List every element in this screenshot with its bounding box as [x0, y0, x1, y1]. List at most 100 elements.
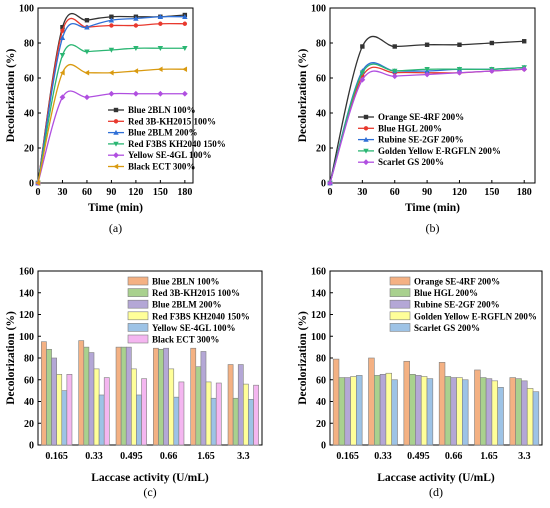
legend-marker: [363, 159, 369, 166]
y-tick-label: 40: [24, 397, 34, 408]
bar: [163, 347, 169, 446]
bar: [210, 397, 217, 446]
legend-swatch: [127, 334, 149, 344]
bar: [332, 358, 340, 446]
series-yellow-se-4gl-100-: [35, 90, 188, 186]
data-point: [158, 21, 163, 26]
data-point: [424, 67, 430, 72]
y-tick-label: 20: [316, 144, 326, 155]
bar: [338, 377, 346, 446]
x-tick-label: 3.3: [518, 451, 531, 462]
panel-label: (d): [429, 485, 443, 499]
bar: [474, 369, 481, 446]
bar: [93, 368, 100, 446]
data-point: [133, 68, 139, 74]
legend-marker: [363, 114, 369, 120]
data-point: [392, 68, 398, 74]
y-tick-label: 120: [19, 310, 34, 321]
y-tick-label: 20: [24, 144, 34, 155]
data-point: [424, 42, 430, 47]
bar: [66, 374, 73, 446]
x-tick-label: 150: [484, 187, 499, 198]
x-tick-label: 30: [57, 187, 67, 198]
legend-label: Black ECT 300%: [152, 335, 219, 345]
legend-marker: [363, 148, 369, 154]
chart-panel-c: 0 20 40 60 80 100 120 140 160 Decolorization (%) L…: [5, 267, 263, 499]
bar: [409, 374, 416, 446]
data-point: [327, 180, 333, 186]
legend-label: Rubine SE-2GF 200%: [414, 300, 500, 310]
data-point: [132, 90, 139, 97]
legend-swatch: [127, 288, 149, 297]
bar: [385, 372, 392, 446]
legend-swatch: [389, 323, 411, 332]
data-point: [59, 94, 66, 101]
data-point: [182, 21, 188, 26]
legend-swatch: [389, 311, 411, 321]
data-point: [456, 69, 463, 76]
legend-label: Scarlet GS 200%: [414, 323, 480, 333]
legend-swatch: [127, 311, 149, 321]
bar: [51, 357, 57, 446]
x-tick-label: 0.165: [336, 451, 359, 462]
legend-marker: [113, 163, 119, 170]
x-tick-label: 30: [357, 187, 367, 198]
y-tick-label: 0: [321, 441, 326, 452]
bar: [200, 351, 207, 446]
data-point: [84, 24, 90, 30]
data-point: [359, 76, 366, 83]
bar: [480, 377, 487, 446]
y-axis-title: Decolorization (%): [297, 49, 309, 143]
x-tick-label: 0: [328, 187, 333, 198]
bar: [215, 382, 222, 446]
bar: [195, 366, 202, 446]
legend-label: Red F3BS KH2040 150%: [152, 311, 250, 321]
bar: [168, 368, 175, 446]
x-tick-label: 1.65: [197, 451, 215, 462]
y-axis-title: Decolorization (%): [5, 49, 17, 143]
y-tick-label: 0: [321, 179, 326, 190]
data-point: [182, 14, 188, 19]
bar: [98, 394, 105, 446]
y-tick-label: 140: [311, 288, 326, 299]
legend: Blue 2BLN 100%Red 3B-KH2015 100% Blue 2BL…: [108, 105, 226, 172]
bar: [125, 346, 132, 446]
data-point: [489, 40, 495, 46]
bar: [356, 375, 363, 446]
data-point: [133, 46, 139, 51]
chart-panel-a: 0 20 40 60 80 100 Decolorization (%) Time (min)…: [5, 4, 226, 236]
bar: [485, 378, 493, 446]
y-tick-label: 140: [19, 288, 34, 299]
bar: [374, 375, 381, 446]
y-axis-title: Decolorization (%): [5, 311, 17, 405]
data-point: [59, 70, 65, 76]
legend-marker: [113, 107, 119, 113]
chart-panel-b: 0 20 40 60 80 100 Decolorization (%) Time (min)…: [297, 4, 536, 235]
data-point: [359, 70, 366, 76]
data-point: [60, 28, 65, 33]
x-tick-label: 90: [422, 187, 432, 198]
x-tick-label: 0.33: [85, 451, 103, 462]
bar: [190, 347, 197, 446]
legend-swatch: [127, 323, 149, 332]
legend-marker: [113, 119, 119, 124]
y-tick-label: 100: [19, 4, 34, 15]
legend-label: Blue 2BLN 100%: [128, 105, 196, 115]
legend-swatch: [389, 276, 411, 286]
panel-label: (b): [426, 221, 440, 235]
bar: [173, 396, 180, 446]
legend-marker: [113, 152, 119, 159]
x-tick-label: 0.495: [120, 451, 143, 462]
chart-panel-d: 0 20 40 60 80 100 120 140 160 Decolorization (%) L…: [297, 267, 543, 499]
y-tick-label: 160: [19, 267, 34, 278]
data-point: [391, 73, 398, 80]
data-point: [59, 35, 66, 40]
legend-label: Blue 2BLM 200%: [128, 128, 198, 138]
bar: [41, 341, 47, 446]
x-tick-label: 1.65: [480, 451, 498, 462]
x-tick-label: 180: [517, 187, 532, 198]
bar: [103, 377, 110, 446]
legend-marker: [363, 126, 369, 131]
x-tick-label: 180: [177, 187, 192, 198]
bar: [178, 381, 185, 446]
